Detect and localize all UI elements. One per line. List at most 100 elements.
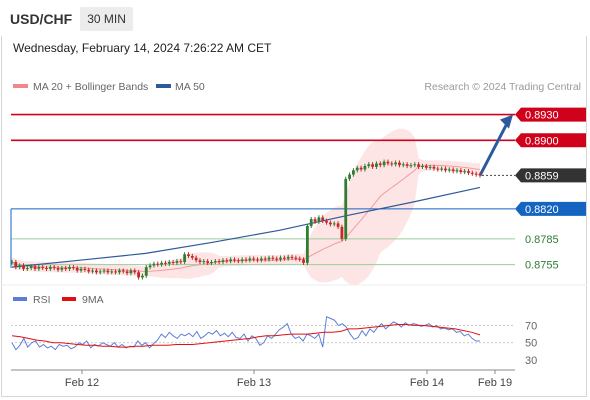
candle-body: [79, 268, 83, 271]
timestamp: Wednesday, February 14, 2024 7:26:22 AM …: [13, 41, 272, 55]
candle-body: [286, 256, 290, 259]
candle-body: [282, 257, 286, 259]
copyright-text: Research © 2024 Trading Central: [424, 81, 581, 93]
candle-body: [470, 172, 474, 174]
header: USD/CHF 30 MIN: [0, 6, 133, 32]
candle-body: [240, 259, 244, 262]
level-badge-0.8859: [515, 168, 586, 183]
candle-body: [118, 270, 121, 273]
candle-body: [106, 270, 110, 273]
candle-body: [41, 267, 45, 269]
candle-body: [164, 262, 167, 264]
candle-body: [317, 217, 321, 222]
candle-body: [252, 258, 256, 260]
candle-body: [60, 268, 64, 270]
candle-body: [48, 267, 52, 269]
candle-body: [22, 265, 25, 269]
x-axis: Feb 12 Feb 13 Feb 14 Feb 19: [11, 369, 515, 389]
candle-body: [83, 268, 87, 270]
candle-body: [210, 262, 213, 263]
ma50-legend-swatch: [156, 84, 171, 88]
candle-body: [390, 163, 394, 165]
candle-body: [198, 260, 202, 262]
level-label-0.8900: 0.8900: [525, 135, 559, 147]
rsi-legend-swatch: [13, 297, 27, 301]
candle-body: [179, 261, 183, 263]
candle-body: [87, 269, 91, 272]
symbol-title: USD/CHF: [10, 11, 73, 27]
bb-legend-swatch: [13, 84, 28, 88]
candle-body: [371, 164, 374, 167]
candle-body: [363, 166, 367, 170]
rsi-line: [11, 315, 480, 351]
candle-body: [18, 265, 22, 268]
candle-body: [148, 265, 152, 268]
candle-body: [175, 261, 179, 263]
candle-body: [463, 171, 467, 173]
ma9-legend-label: 9MA: [82, 294, 104, 306]
candle-body: [294, 257, 298, 259]
candle-body: [348, 174, 351, 179]
candle-body: [432, 166, 436, 169]
candle-body: [386, 161, 390, 164]
candle-body: [217, 261, 221, 263]
ma50-legend-label: MA 50: [175, 81, 205, 93]
candle-body: [129, 270, 133, 274]
rsi-tick-50: 50: [525, 338, 537, 350]
candle-body: [75, 268, 79, 271]
candle-body: [321, 217, 325, 221]
candle-body: [183, 254, 187, 262]
candle-body: [221, 260, 225, 262]
candle-body: [141, 275, 144, 278]
rsi-legend: RSI 9MA: [13, 294, 104, 306]
candle-body: [68, 267, 71, 269]
x-tick-label: Feb 14: [410, 377, 444, 389]
candle-body: [52, 267, 56, 269]
candle-body: [29, 266, 33, 268]
candle-body: [229, 259, 233, 262]
x-tick-label: Feb 19: [478, 377, 512, 389]
candle-body: [91, 270, 94, 272]
level-badge-0.8930: [515, 107, 586, 122]
candle-body: [444, 168, 447, 171]
candle-body: [98, 271, 102, 273]
level-label-0.8820: 0.8820: [525, 204, 559, 216]
ma50-line: [11, 186, 481, 268]
candle-body: [298, 258, 302, 260]
candle-body: [421, 166, 424, 167]
candle-body: [10, 262, 14, 263]
level-badges: 0.8930 0.8900 0.8859 0.8820 0.8785 0.8755: [515, 107, 586, 272]
forecast-arrowhead: [500, 114, 513, 129]
candle-body: [413, 164, 417, 166]
candle-body: [25, 268, 29, 269]
candle-body: [355, 167, 359, 171]
candle-body: [455, 170, 459, 172]
candle-body: [359, 167, 363, 170]
candle-body: [382, 161, 386, 166]
candle-body: [259, 258, 263, 261]
candle-body: [102, 270, 106, 272]
candle-body: [290, 256, 294, 258]
candle-body: [263, 258, 267, 260]
rsi-legend-label: RSI: [33, 294, 51, 306]
candle-body: [417, 164, 421, 167]
level-label-0.8930: 0.8930: [525, 110, 559, 122]
candle-body: [305, 226, 309, 263]
candle-body: [133, 270, 137, 273]
candle-body: [233, 259, 236, 261]
rsi-panel: 70 50 30: [1, 284, 587, 367]
timeframe-selector[interactable]: 30 MIN: [80, 7, 133, 31]
price-legend: MA 20 + Bollinger Bands MA 50 Research ©…: [13, 81, 581, 93]
candle-body: [121, 270, 125, 272]
candle-body: [144, 267, 148, 276]
candlesticks: [10, 159, 482, 280]
candle-body: [14, 262, 18, 268]
level-label-0.8785: 0.8785: [525, 234, 559, 246]
candle-body: [56, 268, 60, 270]
candle-body: [478, 174, 482, 176]
candle-body: [248, 258, 252, 261]
bollinger-band-fill: [12, 128, 480, 285]
candle-body: [328, 222, 332, 225]
candle-body: [137, 272, 140, 278]
